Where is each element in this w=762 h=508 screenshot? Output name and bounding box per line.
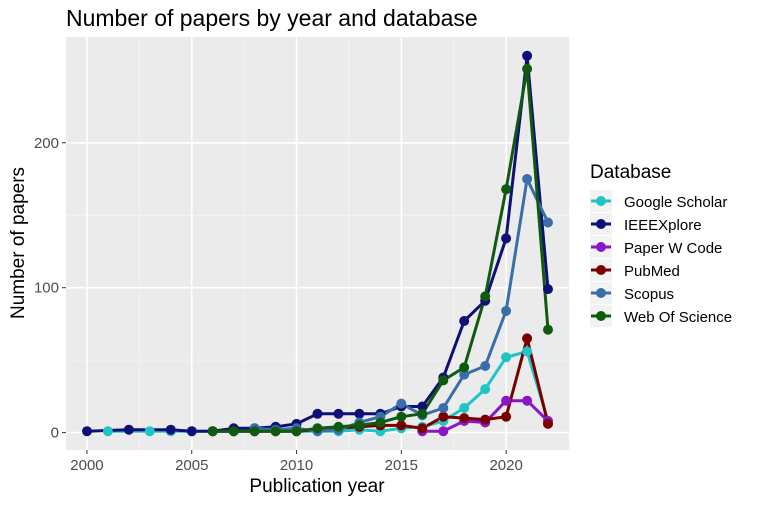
legend: Database Google Scholar IEEEXplore Paper W…	[590, 162, 732, 327]
data-point-ieeexplore	[82, 426, 92, 437]
x-axis: 2000 2005 2010 2015 2020	[70, 450, 523, 474]
legend-label: Google Scholar	[624, 194, 727, 211]
data-point-pubmed	[501, 411, 512, 422]
legend-label: Web Of Science	[624, 309, 732, 326]
data-point-web-of-science	[396, 411, 407, 422]
data-point-web-of-science	[480, 291, 491, 302]
x-tick-label: 2010	[280, 457, 313, 474]
x-axis-label: Publication year	[249, 476, 385, 497]
legend-key-point	[596, 311, 606, 321]
data-point-ieeexplore	[501, 233, 512, 244]
legend-item-pubmed: PubMed	[590, 259, 680, 281]
data-point-google-scholar	[144, 426, 155, 437]
data-point-web-of-science	[417, 408, 428, 419]
data-point-ieeexplore	[417, 401, 428, 412]
chart-title: Number of papers by year and database	[66, 5, 478, 31]
data-point-ieeexplore	[123, 424, 134, 435]
data-point-web-of-science	[207, 426, 218, 437]
legend-item-paper-w-code: Paper W Code	[590, 236, 722, 258]
legend-item-google-scholar: Google Scholar	[590, 190, 727, 212]
data-point-paper-w-code	[438, 426, 449, 437]
data-point-google-scholar	[102, 426, 113, 437]
x-tick-label: 2015	[385, 457, 418, 474]
data-point-ieeexplore	[354, 408, 365, 419]
data-point-web-of-science	[249, 426, 260, 437]
data-point-ieeexplore	[459, 316, 470, 326]
plot-panel	[66, 37, 569, 450]
y-axis-label: Number of papers	[8, 167, 29, 319]
data-point-web-of-science	[522, 63, 533, 74]
data-point-paper-w-code	[522, 395, 533, 406]
data-point-web-of-science	[228, 426, 239, 437]
legend-label: PubMed	[624, 263, 680, 280]
y-tick-label: 100	[34, 280, 59, 297]
data-point-scopus	[396, 398, 407, 409]
data-point-web-of-science	[543, 324, 553, 335]
data-point-paper-w-code	[501, 395, 512, 406]
data-point-web-of-science	[270, 426, 281, 437]
data-point-scopus	[543, 217, 553, 228]
data-point-google-scholar	[459, 403, 470, 413]
data-point-pubmed	[480, 414, 491, 425]
data-point-web-of-science	[333, 421, 344, 432]
legend-label: Scopus	[624, 286, 674, 303]
data-point-web-of-science	[312, 423, 323, 434]
data-point-google-scholar	[522, 346, 533, 357]
legend-label: IEEEXplore	[624, 217, 702, 234]
x-tick-label: 2005	[175, 457, 208, 474]
minor-gridlines	[66, 37, 569, 450]
data-point-ieeexplore	[333, 408, 344, 419]
legend-key-point	[596, 196, 606, 206]
legend-item-scopus: Scopus	[590, 282, 674, 304]
legend-key-point	[596, 265, 606, 275]
data-point-web-of-science	[291, 426, 302, 437]
data-point-web-of-science	[354, 420, 365, 431]
x-tick-label: 2020	[489, 457, 522, 474]
data-point-web-of-science	[459, 362, 470, 373]
data-point-pubmed	[396, 420, 407, 431]
data-point-pubmed	[522, 333, 533, 344]
data-point-google-scholar	[501, 352, 512, 363]
data-point-scopus	[480, 361, 491, 371]
data-point-pubmed	[417, 423, 428, 434]
data-point-scopus	[438, 403, 449, 413]
legend-item-web-of-science: Web Of Science	[590, 305, 732, 327]
legend-item-ieeexplore: IEEEXplore	[590, 213, 702, 235]
data-point-scopus	[459, 369, 470, 380]
data-point-web-of-science	[375, 417, 386, 428]
legend-label: Paper W Code	[624, 240, 722, 257]
data-point-google-scholar	[480, 384, 491, 395]
data-point-ieeexplore	[543, 284, 553, 295]
y-axis: 0 100 200	[34, 135, 66, 442]
y-tick-label: 0	[51, 425, 59, 442]
x-tick-label: 2000	[70, 457, 103, 474]
data-point-pubmed	[438, 411, 449, 422]
y-tick-label: 200	[34, 135, 59, 152]
data-point-ieeexplore	[312, 408, 323, 419]
data-point-ieeexplore	[186, 426, 197, 437]
data-point-ieeexplore	[522, 50, 533, 61]
data-point-ieeexplore	[165, 424, 176, 435]
series-points	[82, 50, 553, 437]
data-point-web-of-science	[501, 184, 512, 195]
legend-title: Database	[590, 162, 671, 183]
data-point-scopus	[522, 174, 533, 184]
legend-key-point	[596, 219, 606, 229]
legend-key-point	[596, 288, 606, 298]
data-point-pubmed	[543, 418, 553, 429]
data-point-pubmed	[459, 413, 470, 424]
data-point-scopus	[501, 305, 512, 316]
legend-key-point	[596, 242, 606, 252]
data-point-web-of-science	[438, 375, 449, 386]
